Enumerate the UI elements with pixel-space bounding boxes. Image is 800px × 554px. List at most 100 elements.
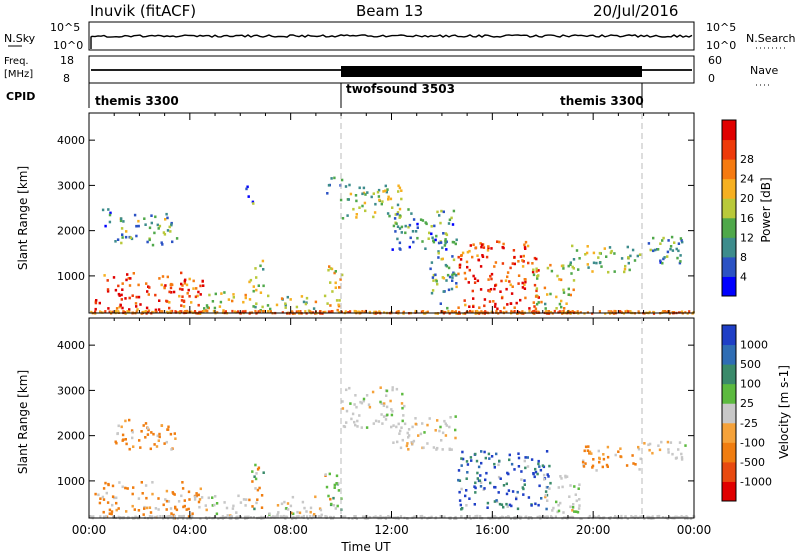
- scatter-cell: [499, 477, 502, 480]
- scatter-cell: [549, 263, 552, 267]
- scatter-cell: [586, 245, 589, 248]
- scatter-cell: [345, 421, 348, 424]
- colorbar-segment: [722, 159, 736, 180]
- scatter-cell: [479, 485, 483, 488]
- colorbar-tick-label: -25: [740, 417, 758, 430]
- scatter-cell: [498, 459, 501, 463]
- scatter-cell: [125, 442, 128, 446]
- scatter-cell: [275, 303, 279, 307]
- scatter-cell: [119, 516, 122, 519]
- scatter-cell: [407, 208, 410, 211]
- scatter-cell: [120, 241, 123, 245]
- scatter-cell: [450, 448, 453, 451]
- scatter-cell: [215, 502, 219, 505]
- scatter-cell: [461, 457, 465, 461]
- scatter-cell: [118, 294, 121, 297]
- scatter-cell: [508, 503, 512, 507]
- scatter-cell: [461, 251, 465, 255]
- scatter-cell: [524, 515, 527, 519]
- scatter-cell: [598, 460, 601, 464]
- scatter-cell: [147, 311, 150, 314]
- scatter-cell: [292, 512, 295, 516]
- scatter-cell: [592, 458, 595, 461]
- scatter-cell: [499, 310, 502, 313]
- scatter-cell: [276, 513, 279, 517]
- scatter-cell: [403, 404, 406, 408]
- scatter-cell: [142, 424, 145, 427]
- scatter-cell: [557, 503, 560, 507]
- scatter-cell: [175, 237, 179, 240]
- scatter-cell: [549, 481, 552, 485]
- scatter-cell: [197, 290, 200, 294]
- scatter-cell: [509, 302, 513, 305]
- scatter-cell: [677, 242, 681, 245]
- scatter-cell: [230, 515, 234, 518]
- scatter-cell: [659, 242, 662, 245]
- scatter-cell: [631, 454, 634, 457]
- scatter-cell: [232, 504, 235, 508]
- scatter-cell: [258, 310, 262, 313]
- scatter-cell: [533, 312, 536, 315]
- scatter-cell: [523, 287, 527, 290]
- scatter-cell: [337, 489, 341, 492]
- scatter-cell: [643, 517, 646, 520]
- scatter-cell: [398, 432, 401, 435]
- scatter-cell: [508, 280, 511, 283]
- scatter-cell: [116, 432, 119, 436]
- scatter-cell: [439, 221, 442, 225]
- scatter-cell: [675, 247, 678, 251]
- scatter-cell: [483, 298, 487, 301]
- scatter-cell: [535, 270, 538, 273]
- scatter-cell: [177, 500, 181, 503]
- scatter-cell: [440, 209, 443, 213]
- nave-tick-high: 60: [708, 54, 722, 67]
- y-tick-label: 3000: [57, 179, 85, 192]
- scatter-cell: [254, 463, 257, 467]
- scatter-cell: [524, 296, 527, 300]
- scatter-cell: [394, 213, 397, 216]
- scatter-cell: [463, 299, 466, 302]
- scatter-cell: [373, 211, 377, 214]
- scatter-cell: [354, 423, 357, 427]
- scatter-cell: [366, 191, 369, 194]
- scatter-cell: [341, 273, 344, 277]
- scatter-cell: [441, 431, 445, 435]
- scatter-cell: [181, 295, 184, 298]
- scatter-cell: [544, 495, 547, 499]
- scatter-cell: [103, 274, 106, 277]
- scatter-cell: [533, 309, 536, 313]
- scatter-cell: [522, 254, 525, 258]
- scatter-cell: [182, 514, 185, 518]
- scatter-cell: [131, 430, 134, 434]
- scatter-cell: [108, 310, 111, 313]
- scatter-cell: [154, 507, 158, 510]
- scatter-cell: [442, 276, 446, 280]
- scatter-cell: [150, 214, 153, 217]
- scatter-cell: [458, 479, 462, 482]
- scatter-cell: [365, 426, 369, 429]
- scatter-cell: [473, 281, 477, 284]
- scatter-cell: [295, 515, 298, 518]
- scatter-cell: [120, 293, 123, 297]
- scatter-cell: [561, 485, 564, 489]
- scatter-cell: [99, 497, 102, 500]
- scatter-cell: [686, 516, 689, 519]
- scatter-cell: [470, 459, 473, 462]
- scatter-cell: [186, 517, 189, 520]
- scatter-cell: [164, 218, 167, 221]
- scatter-cell: [121, 233, 124, 236]
- scatter-cell: [183, 499, 186, 502]
- scatter-cell: [521, 265, 525, 268]
- scatter-cell: [528, 307, 531, 310]
- scatter-cell: [363, 311, 366, 314]
- scatter-cell: [289, 504, 293, 508]
- scatter-cell: [380, 202, 383, 206]
- scatter-cell: [660, 440, 663, 444]
- scatter-cell: [141, 492, 144, 495]
- scatter-cell: [132, 486, 135, 489]
- scatter-cell: [254, 305, 257, 309]
- scatter-cell: [166, 300, 169, 303]
- scatter-cell: [170, 282, 173, 286]
- scatter-cell: [544, 490, 548, 493]
- scatter-cell: [239, 516, 242, 519]
